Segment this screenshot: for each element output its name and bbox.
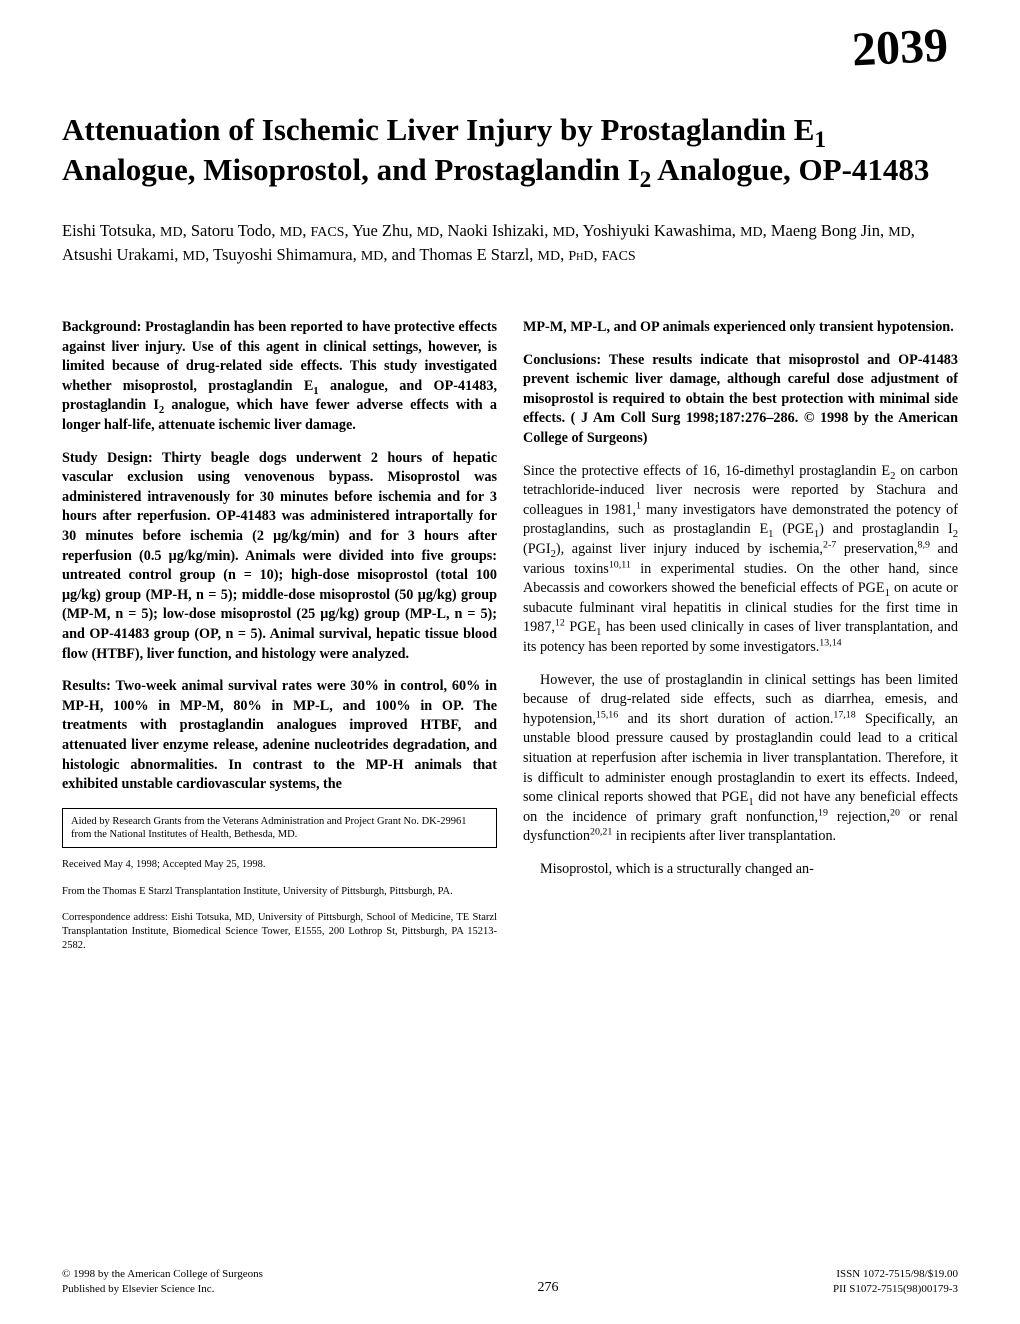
abstract-background: Background: Prostaglandin has been repor… (62, 318, 497, 436)
intro-paragraph-2: However, the use of prostaglandin in cli… (523, 671, 958, 847)
right-column: MP-M, MP-L, and OP animals experienced o… (523, 318, 958, 965)
funding-note: Aided by Research Grants from the Vetera… (62, 808, 497, 848)
handwritten-annotation: 2039 (851, 18, 950, 78)
issn: ISSN 1072-7515/98/$19.00 (833, 1267, 958, 1281)
left-column: Background: Prostaglandin has been repor… (62, 318, 497, 965)
abstract-study-design: Study Design: Thirty beagle dogs underwe… (62, 449, 497, 665)
abstract-conclusions: Conclusions: These results indicate that… (523, 351, 958, 449)
intro-paragraph-3: Misoprostol, which is a structurally cha… (523, 860, 958, 880)
page-number: 276 (537, 1280, 558, 1296)
article-title: Attenuation of Ischemic Liver Injury by … (62, 110, 958, 191)
affiliation: From the Thomas E Starzl Transplantation… (62, 885, 497, 899)
footer-left: © 1998 by the American College of Surgeo… (62, 1267, 263, 1296)
correspondence: Correspondence address: Eishi Totsuka, M… (62, 911, 497, 952)
pii: PII S1072-7515(98)00179-3 (833, 1282, 958, 1296)
intro-paragraph-1: Since the protective effects of 16, 16-d… (523, 462, 958, 658)
two-column-layout: Background: Prostaglandin has been repor… (62, 318, 958, 965)
publisher: Published by Elsevier Science Inc. (62, 1282, 263, 1296)
page-footer: © 1998 by the American College of Surgeo… (62, 1267, 958, 1296)
abstract-results-cont: MP-M, MP-L, and OP animals experienced o… (523, 318, 958, 338)
copyright: © 1998 by the American College of Surgeo… (62, 1267, 263, 1281)
abstract-results: Results: Two-week animal survival rates … (62, 677, 497, 795)
footer-right: ISSN 1072-7515/98/$19.00 PII S1072-7515(… (833, 1267, 958, 1296)
author-list: Eishi Totsuka, MD, Satoru Todo, MD, FACS… (62, 219, 958, 269)
received-date: Received May 4, 1998; Accepted May 25, 1… (62, 858, 497, 872)
